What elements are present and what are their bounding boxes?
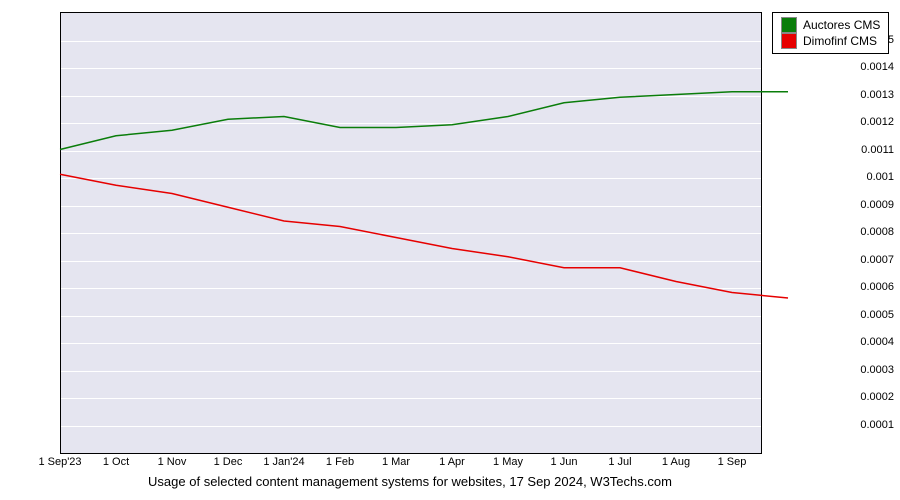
chart-container: 0.00010.00020.00030.00040.00050.00060.00… xyxy=(0,0,900,500)
line-series-svg xyxy=(0,0,900,500)
legend-label: Dimofinf CMS xyxy=(803,34,877,48)
caption: Usage of selected content management sys… xyxy=(60,474,760,489)
legend-item: Auctores CMS xyxy=(781,17,880,33)
legend-item: Dimofinf CMS xyxy=(781,33,880,49)
legend: Auctores CMS Dimofinf CMS xyxy=(772,12,889,54)
legend-label: Auctores CMS xyxy=(803,18,880,32)
series-line xyxy=(60,174,788,298)
legend-swatch xyxy=(781,33,797,49)
legend-swatch xyxy=(781,17,797,33)
series-line xyxy=(60,92,788,150)
